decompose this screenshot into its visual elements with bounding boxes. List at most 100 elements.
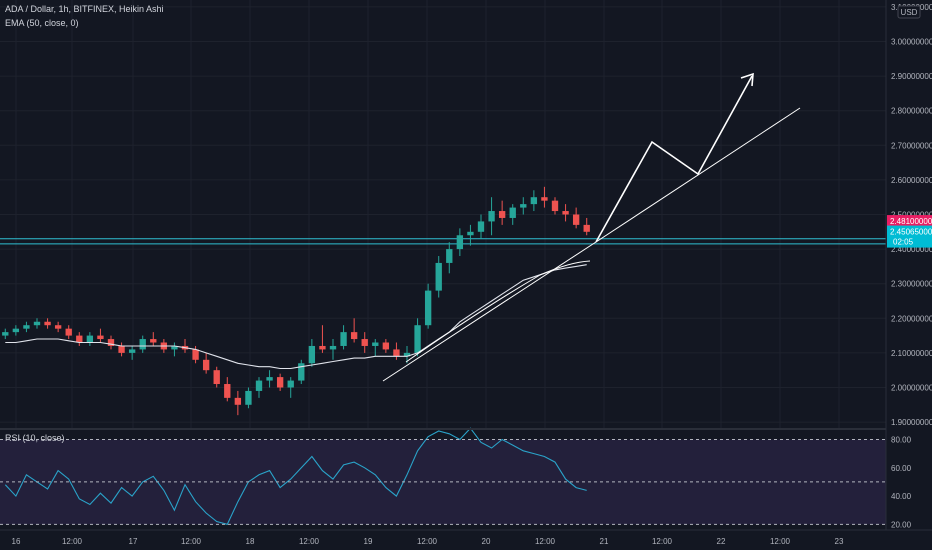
ema-line [5, 264, 587, 370]
candle-body [488, 211, 495, 222]
candle-body [467, 231, 474, 236]
time-tick-label: 23 [835, 537, 844, 546]
candle-body [372, 342, 379, 346]
grid [0, 0, 886, 429]
candle-body [446, 249, 453, 263]
current-price-tag [887, 225, 932, 248]
time-axis[interactable]: 16 12:00 17 12:00 18 12:00 19 12:00 20 12:00 21 12:… [12, 537, 844, 546]
time-tick-label: 21 [600, 537, 609, 546]
candle-body [530, 197, 538, 205]
candle-body [139, 339, 146, 350]
candle-body [245, 390, 252, 405]
time-tick-label: 12:00 [62, 537, 83, 546]
candle-body [361, 339, 368, 346]
candle-body [150, 339, 157, 343]
candle-body [2, 332, 9, 336]
candles [2, 186, 590, 416]
candle-body [308, 345, 316, 364]
candle-body [414, 325, 421, 353]
candle-body [234, 397, 242, 405]
candle-body [23, 325, 30, 329]
currency-box[interactable] [897, 5, 921, 19]
price-tick-label: 1.90000000 [891, 418, 932, 427]
candle-body [572, 214, 580, 225]
price-tick-label: 2.60000000 [891, 176, 932, 185]
price-tick-label: 2.40000000 [891, 245, 932, 254]
drawings[interactable] [382, 72, 801, 382]
rsi-tick-label: 60.00 [891, 464, 912, 473]
candle-body [298, 363, 305, 381]
time-tick-label: 18 [246, 537, 255, 546]
rsi-axis[interactable]: 80.00 60.00 40.00 20.00 [891, 435, 912, 529]
price-tick-label: 2.20000000 [891, 314, 932, 323]
current-price-label: 2.45065000 [890, 228, 932, 237]
time-tick-label: 12:00 [535, 537, 556, 546]
candle-body [393, 349, 400, 357]
price-tick-label: 2.90000000 [891, 72, 932, 81]
rsi-tick-label: 80.00 [891, 435, 912, 444]
candle-body [562, 211, 569, 215]
candle-body [340, 332, 347, 346]
symbol-legend[interactable]: ADA / Dollar, 1h, BITFINEX, Heikin Ashi [5, 4, 164, 14]
price-tick-label: 2.80000000 [891, 107, 932, 116]
trendline-lower[interactable] [382, 241, 597, 382]
projection-arrowhead [740, 72, 754, 87]
candle-body [44, 321, 51, 326]
ema-legend[interactable]: EMA (50, close, 0) [5, 18, 79, 28]
candle-body [33, 321, 41, 326]
horizontal-levels[interactable] [0, 238, 886, 245]
candle-body [551, 200, 559, 212]
projection-path[interactable] [595, 75, 753, 243]
candle-body [128, 349, 136, 353]
currency-label: USD [901, 8, 918, 17]
candle-body [498, 211, 506, 218]
candle-body [65, 328, 72, 336]
candle-body [202, 359, 210, 371]
countdown-label: 02:05 [893, 238, 914, 247]
time-tick-label: 19 [364, 537, 373, 546]
price-axis[interactable]: 3.100000003.000000002.900000002.80000000… [891, 3, 932, 427]
candle-body [319, 345, 326, 350]
candle-body [403, 352, 411, 357]
price-tick-label: 2.30000000 [891, 280, 932, 289]
candle-body [435, 262, 442, 291]
last-price-label: 2.48100000 [890, 217, 932, 226]
time-tick-label: 20 [482, 537, 491, 546]
rsi-tick-label: 20.00 [891, 520, 912, 529]
candle-body [86, 335, 94, 343]
candle-body [477, 221, 485, 232]
candle-body [224, 384, 231, 398]
rsi-level-lines [0, 438, 886, 525]
price-tick-label: 2.70000000 [891, 141, 932, 150]
candle-body [350, 332, 358, 340]
curved-path[interactable] [405, 260, 591, 363]
time-tick-label: 12:00 [652, 537, 673, 546]
candle-body [456, 235, 464, 250]
candle-body [424, 290, 432, 326]
price-tick-label: 2.50000000 [891, 211, 932, 220]
candle-body [12, 328, 20, 333]
price-tick-label: 2.00000000 [891, 383, 932, 392]
rsi-legend[interactable]: RSI (10, close) [5, 433, 65, 443]
time-tick-label: 12:00 [181, 537, 202, 546]
candle-body [107, 339, 115, 346]
rsi-line [4, 427, 587, 525]
candle-body [382, 342, 390, 350]
last-price-tag [887, 215, 932, 228]
price-tick-label: 2.10000000 [891, 349, 932, 358]
candle-body [509, 207, 516, 218]
trendline-upper[interactable] [595, 107, 801, 243]
candle-body [118, 345, 125, 353]
time-tick-label: 12:00 [299, 537, 320, 546]
candle-body [287, 380, 294, 388]
candle-body [329, 345, 337, 350]
price-tick-label: 3.00000000 [891, 38, 932, 47]
candle-body [97, 335, 104, 340]
time-tick-label: 17 [129, 537, 138, 546]
candle-body [520, 204, 527, 208]
candle-body [54, 325, 62, 329]
candle-body [583, 224, 590, 232]
candle-body [192, 349, 199, 360]
